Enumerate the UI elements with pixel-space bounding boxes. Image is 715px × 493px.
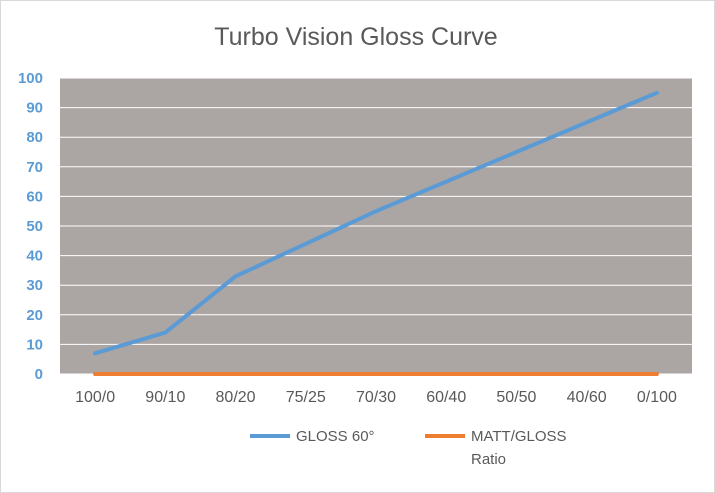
x-axis-ticks: 100/0 90/10 80/20 75/25 70/30 60/40 50/50 40/60… bbox=[75, 389, 677, 406]
gridlines bbox=[60, 77, 692, 375]
legend-item: MATT/GLOSS Ratio bbox=[425, 428, 567, 468]
x-tick-label: 80/20 bbox=[216, 389, 256, 406]
y-tick-label: 0 bbox=[35, 366, 43, 383]
x-tick-label: 40/60 bbox=[567, 389, 607, 406]
y-axis-ticks: 0 10 20 30 40 50 60 70 80 90 100 bbox=[18, 70, 43, 383]
legend-label: GLOSS 60° bbox=[296, 428, 375, 445]
legend-item: GLOSS 60° bbox=[250, 428, 375, 445]
y-tick-label: 80 bbox=[26, 129, 43, 146]
y-tick-label: 70 bbox=[26, 159, 43, 176]
x-tick-label: 90/10 bbox=[145, 389, 185, 406]
y-tick-label: 90 bbox=[26, 100, 43, 117]
chart-title: Turbo Vision Gloss Curve bbox=[214, 23, 497, 51]
series-line bbox=[93, 90, 659, 356]
y-tick-label: 30 bbox=[26, 277, 43, 294]
y-tick-label: 60 bbox=[26, 188, 43, 205]
y-tick-label: 50 bbox=[26, 218, 43, 235]
series-group bbox=[93, 90, 659, 356]
x-tick-label: 75/25 bbox=[286, 389, 326, 406]
x-tick-label: 60/40 bbox=[426, 389, 466, 406]
series-group bbox=[93, 372, 659, 376]
y-tick-label: 40 bbox=[26, 248, 43, 265]
x-tick-label: 50/50 bbox=[496, 389, 536, 406]
y-tick-label: 100 bbox=[18, 70, 43, 87]
x-tick-label: 0/100 bbox=[637, 389, 677, 406]
y-tick-label: 10 bbox=[26, 336, 43, 353]
legend-label: Ratio bbox=[471, 451, 506, 468]
legend-label: MATT/GLOSS bbox=[471, 428, 567, 445]
legend: GLOSS 60° MATT/GLOSS Ratio bbox=[250, 428, 567, 468]
x-tick-label: 100/0 bbox=[75, 389, 115, 406]
y-tick-label: 20 bbox=[26, 307, 43, 324]
series-lines bbox=[93, 90, 659, 376]
x-tick-label: 70/30 bbox=[356, 389, 396, 406]
